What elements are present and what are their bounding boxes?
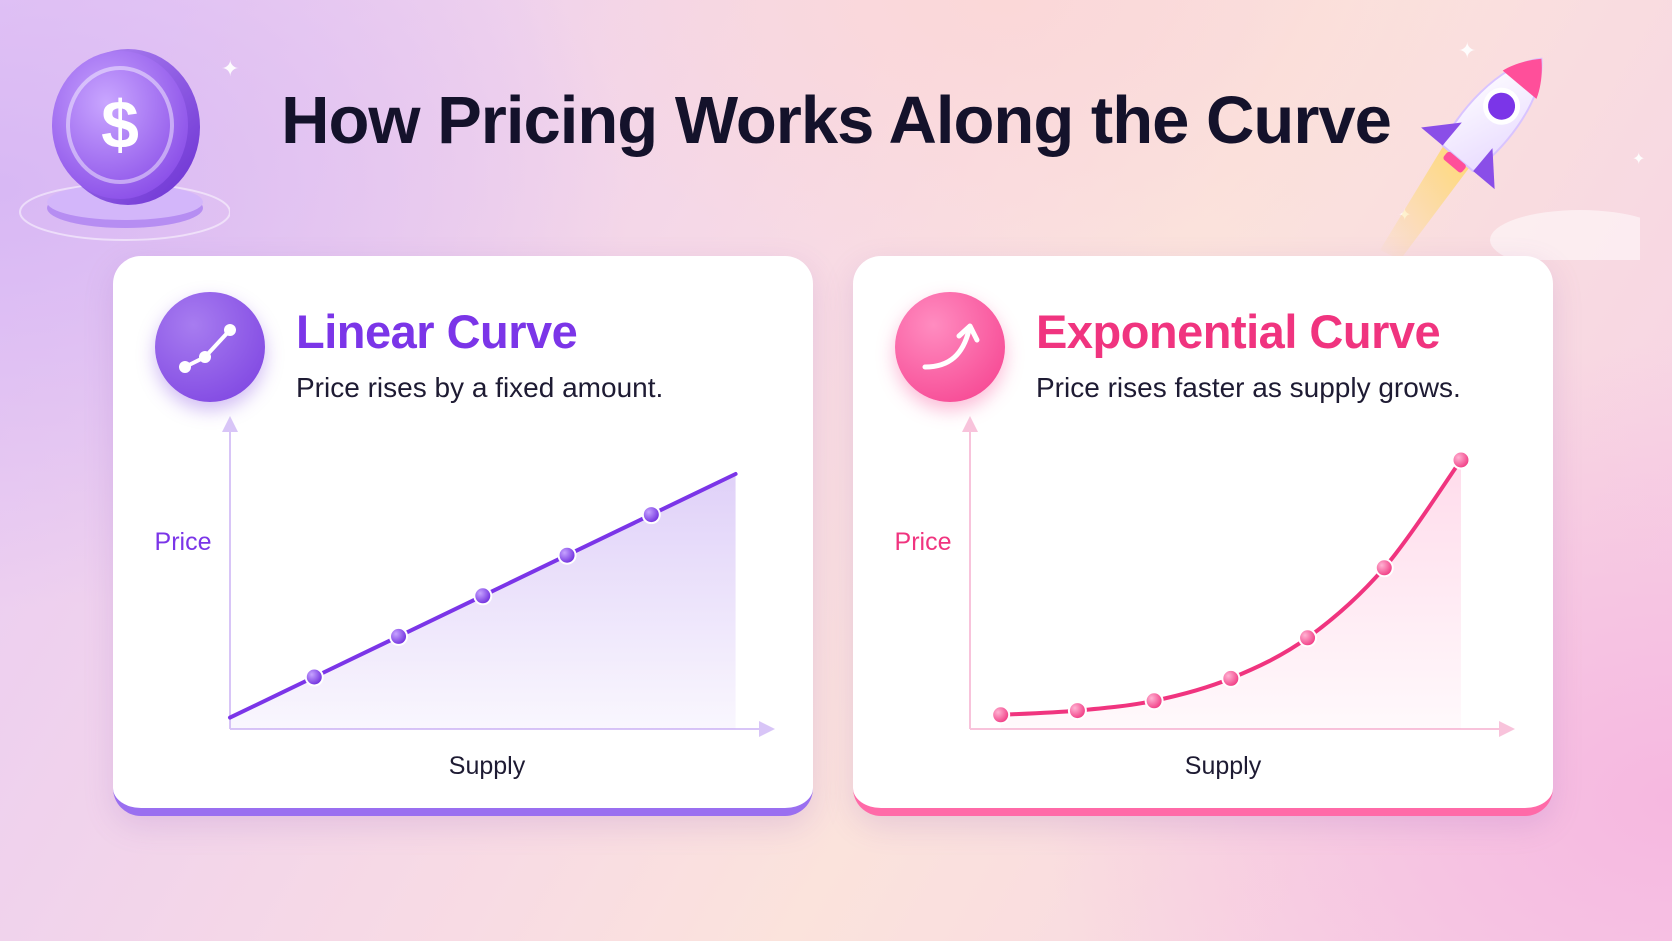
data-point	[1144, 691, 1164, 711]
exponential-curve-chart: Price Supply	[895, 416, 1515, 780]
x-axis-label: Supply	[449, 752, 526, 780]
linear-curve-card: Linear Curve Price rises by a fixed amou…	[113, 256, 813, 816]
page-title: How Pricing Works Along the Curve	[281, 83, 1392, 158]
y-axis-arrow	[222, 416, 238, 432]
x-axis-label: Supply	[1185, 752, 1262, 780]
data-point	[1067, 701, 1087, 721]
sparkle-icon: ✦	[1458, 38, 1477, 63]
exponential-curve-title: Exponential Curve	[1036, 305, 1441, 358]
data-point	[1221, 668, 1241, 688]
data-point	[641, 505, 661, 525]
exponential-series	[991, 450, 1471, 729]
exponential-curve-description: Price rises faster as supply grows.	[1036, 372, 1461, 403]
linear-curve-title: Linear Curve	[296, 305, 578, 358]
data-point	[304, 667, 324, 687]
linear-series	[228, 472, 738, 729]
data-point	[389, 626, 409, 646]
data-point	[473, 586, 493, 606]
rocket-icon	[1380, 30, 1670, 270]
linear-curve-description: Price rises by a fixed amount.	[296, 372, 664, 403]
exponential-curve-card: Exponential Curve Price rises faster as …	[853, 256, 1553, 816]
data-point	[1298, 628, 1318, 648]
rising-line-icon	[155, 292, 265, 402]
y-axis-label: Price	[155, 528, 212, 556]
y-axis-arrow	[962, 416, 978, 432]
y-axis-label: Price	[895, 528, 952, 556]
x-axis-arrow	[759, 721, 775, 737]
svg-text:$: $	[101, 87, 139, 163]
sparkle-icon: ✦	[221, 56, 240, 81]
data-point	[557, 545, 577, 565]
sparkle-icon: ✦	[1632, 151, 1646, 168]
linear-curve-chart: Price Supply	[155, 416, 775, 780]
dollar-coin-icon: $	[0, 40, 231, 250]
data-point	[991, 705, 1011, 725]
data-point	[1374, 558, 1394, 578]
x-axis-arrow	[1499, 721, 1515, 737]
series-area-fill	[1000, 460, 1461, 729]
curved-arrow-up-icon	[895, 292, 1005, 402]
data-point	[1451, 450, 1471, 470]
